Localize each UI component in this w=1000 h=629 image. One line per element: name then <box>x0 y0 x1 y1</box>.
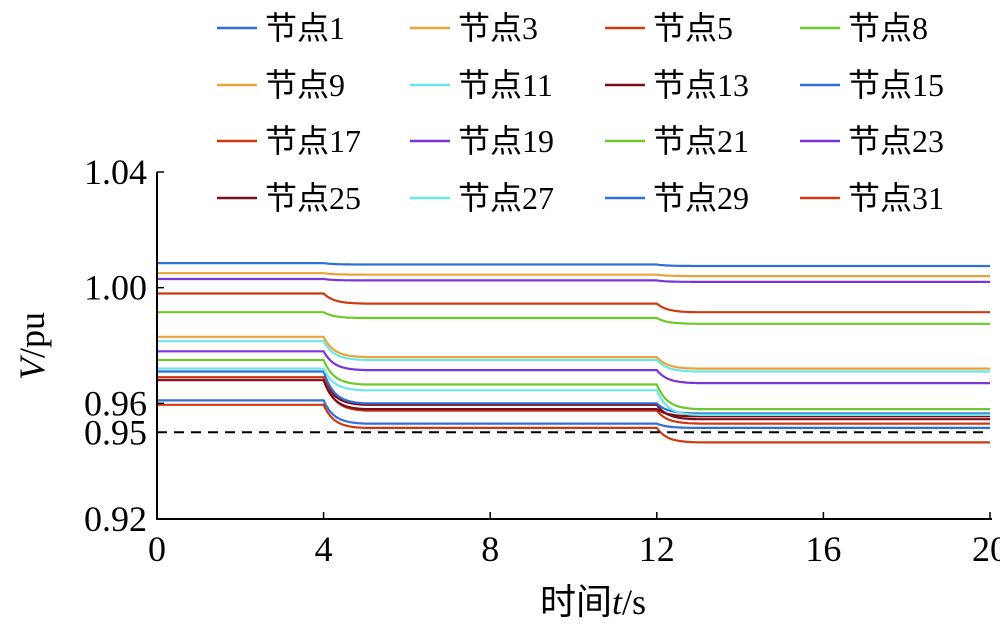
x-axis-title: 时间t/s <box>540 582 646 622</box>
series-line-7 <box>157 376 990 421</box>
legend-label: 节点21 <box>653 123 749 159</box>
series-line-13 <box>157 379 990 418</box>
series-line-10 <box>157 350 990 385</box>
legend-label: 节点1 <box>265 10 345 46</box>
series-line-11 <box>157 358 990 411</box>
series-line-1 <box>157 262 990 268</box>
legend-label: 节点23 <box>848 123 944 159</box>
legend-label: 节点3 <box>458 10 538 46</box>
series-line-16 <box>157 403 990 444</box>
y-tick-label: 0.92 <box>84 499 147 539</box>
legend-label: 节点27 <box>458 180 554 216</box>
series-line-5 <box>157 335 990 370</box>
legend-label: 节点13 <box>653 67 749 103</box>
legend-label: 节点17 <box>265 123 361 159</box>
series-line-6 <box>157 340 990 373</box>
x-tick-label: 4 <box>315 529 333 569</box>
y-tick-label: 0.95 <box>84 412 147 452</box>
y-tick-label: 1.00 <box>84 268 147 308</box>
series-layer <box>157 262 990 444</box>
series-line-15 <box>157 399 990 429</box>
x-tick-label: 20 <box>972 529 1000 569</box>
series-line-4 <box>157 311 990 325</box>
legend: 节点1 节点3 节点5 节点8 节点9 节点11 节点13 节点15 节点17 节点19 节点21 节… <box>217 10 944 216</box>
legend-label: 节点25 <box>265 180 361 216</box>
series-line-2 <box>157 272 990 278</box>
legend-label: 节点5 <box>653 10 733 46</box>
y-axis-title: V/pu <box>12 312 52 380</box>
x-tick-label: 12 <box>639 529 675 569</box>
legend-label: 节点19 <box>458 123 554 159</box>
y-tick-label: 0.96 <box>84 383 147 423</box>
x-tick-label: 8 <box>481 529 499 569</box>
legend-label: 节点15 <box>848 67 944 103</box>
y-tick-label: 1.04 <box>84 152 147 192</box>
series-line-3 <box>157 292 990 314</box>
series-line-12 <box>157 277 990 283</box>
series-line-14 <box>157 367 990 416</box>
x-tick-label: 16 <box>805 529 841 569</box>
ticks-layer: 0 4 8 12 16 20 0.92 0.950.96 1.00 1.04 <box>84 152 1000 569</box>
legend-label: 节点31 <box>848 180 944 216</box>
legend-label: 节点8 <box>848 10 928 46</box>
legend-label: 节点11 <box>458 67 553 103</box>
x-tick-label: 0 <box>148 529 166 569</box>
legend-label: 节点9 <box>265 67 345 103</box>
axes <box>156 172 992 520</box>
legend-label: 节点29 <box>653 180 749 216</box>
